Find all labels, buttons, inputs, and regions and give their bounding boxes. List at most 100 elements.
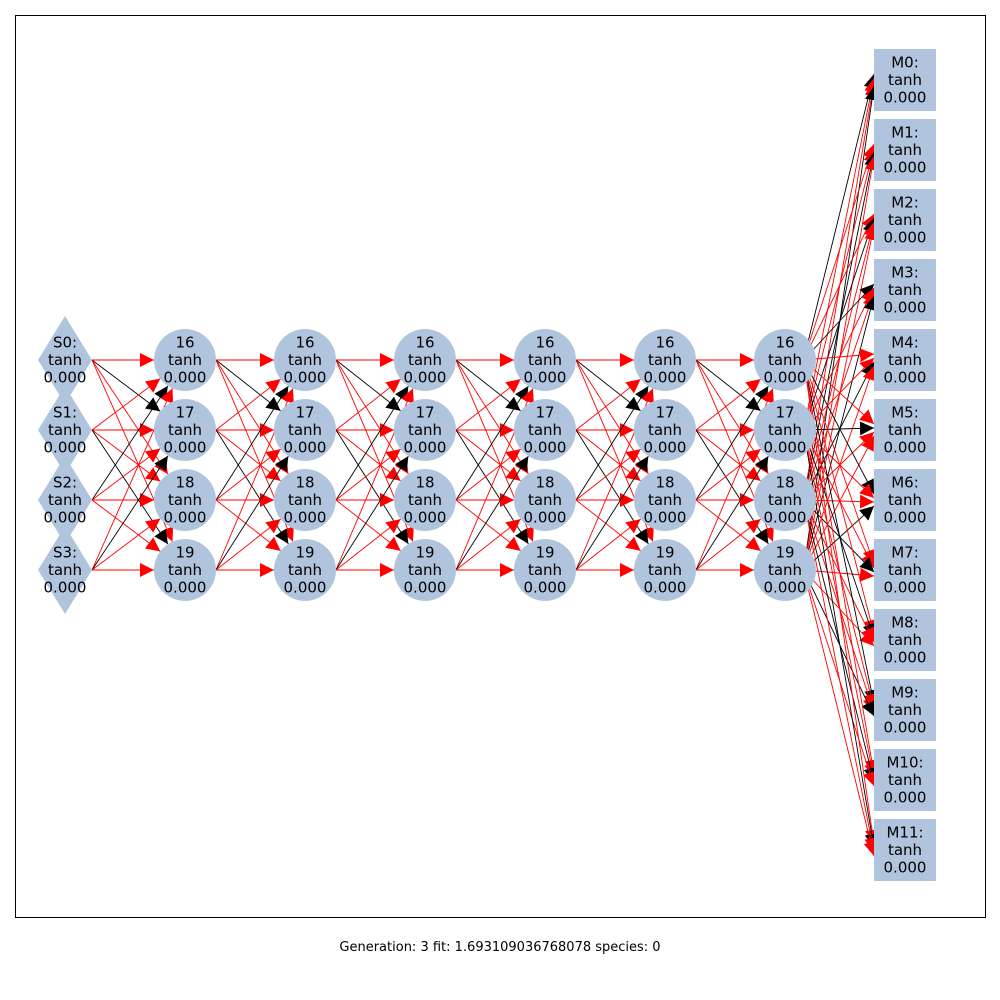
edge-l1-2-1 [215,448,281,501]
hidden-node [634,329,696,391]
edge-out-3-m2 [803,225,879,571]
hidden-node [274,399,336,461]
edge-l1-2-3 [215,499,281,552]
edge-l3-3-2 [455,518,521,571]
motor-label: M1: tanh 0.000 [884,124,927,177]
edge-l0-1-3 [91,429,169,545]
edge-l2-1-0 [335,378,401,431]
nodes: S0: tanh 0.000 S1: tanh 0.000 S2: tanh 0.000 S3: t… [38,49,936,881]
edge-l0-0-2 [91,359,169,475]
edge-l3-0-1 [455,359,521,412]
edge-out-2-m1 [803,151,879,501]
edge-l1-1-2 [215,429,281,482]
edge-out-0-m1 [803,143,877,361]
hidden-node-label: 18 tanh 0.000 [764,474,807,527]
hidden-node-label: 18 tanh 0.000 [164,474,207,527]
edge-l2-1-2 [335,429,401,482]
edge-l2-3-2 [335,518,401,571]
edge-l3-1-2 [455,429,521,482]
edge-l1-2-0 [215,385,289,501]
hidden-node-label: 19 tanh 0.000 [524,544,567,597]
edge-out-0-m9 [803,359,879,705]
hidden-node [514,539,576,601]
hidden-node [514,329,576,391]
motor-node [874,819,936,881]
hidden-node [154,329,216,391]
hidden-node-label: 16 tanh 0.000 [644,334,687,387]
motor-label: M3: tanh 0.000 [884,264,927,317]
edge-out-0-m0 [803,73,878,361]
motor-label: M2: tanh 0.000 [884,194,927,247]
hidden-node-label: 16 tanh 0.000 [764,334,807,387]
motor-node [874,49,936,111]
motor-node [874,539,936,601]
motor-label: M0: tanh 0.000 [884,54,927,107]
edge-l0-2-1 [91,448,161,501]
plot-frame [15,15,986,918]
motor-node [874,679,936,741]
edge-out-1-m7 [803,429,875,569]
hidden-node-label: 18 tanh 0.000 [524,474,567,527]
sensor-label: S2: tanh 0.000 [44,474,87,527]
hidden-node [154,539,216,601]
hidden-node-label: 18 tanh 0.000 [284,474,327,527]
edge-out-3-m8 [803,569,875,647]
motor-label: M7: tanh 0.000 [884,544,927,597]
edge-l5-2-0 [695,385,769,501]
edge-out-0-m2 [803,213,875,361]
hidden-node-label: 17 tanh 0.000 [524,404,567,457]
edge-l3-2-0 [455,385,529,501]
motor-label: M6: tanh 0.000 [884,474,927,527]
edge-out-3-m9 [803,569,875,717]
edge-l2-2-0 [335,385,409,501]
hidden-node-label: 18 tanh 0.000 [404,474,447,527]
motor-node [874,119,936,181]
connections [91,73,879,857]
motor-node [874,259,936,321]
motor-label: M4: tanh 0.000 [884,334,927,387]
edge-l1-3-2 [215,518,281,571]
edge-l2-0-1 [335,359,401,412]
edge-l2-2-1 [335,448,401,501]
hidden-node [754,539,816,601]
edge-l5-2-1 [695,448,761,501]
hidden-node [274,539,336,601]
hidden-node [394,469,456,531]
hidden-node-label: 17 tanh 0.000 [644,404,687,457]
edge-out-0-m7 [803,359,877,565]
sensor-label: S3: tanh 0.000 [44,544,87,597]
hidden-node-label: 18 tanh 0.000 [644,474,687,527]
edge-l4-1-2 [575,429,641,482]
edge-l0-2-3 [91,499,161,552]
hidden-node-label: 16 tanh 0.000 [284,334,327,387]
edge-l1-1-0 [215,378,281,431]
edge-l2-2-3 [335,499,401,552]
edge-l1-0-1 [215,359,281,412]
hidden-node-label: 19 tanh 0.000 [764,544,807,597]
hidden-node [394,539,456,601]
edge-l4-3-1 [575,455,649,571]
hidden-node [394,329,456,391]
edge-out-0-m8 [803,359,878,635]
edge-l5-1-2 [695,429,761,482]
hidden-node [634,469,696,531]
hidden-node-label: 19 tanh 0.000 [404,544,447,597]
hidden-node [754,329,816,391]
edge-l1-3-1 [215,455,289,571]
sensor-node [38,526,92,614]
edge-l4-2-1 [575,448,641,501]
motor-node [874,399,936,461]
edge-l0-2-0 [91,385,169,501]
edge-l3-1-0 [455,378,521,431]
edge-l5-2-3 [695,499,761,552]
edge-out-3-m11 [803,569,878,857]
edge-l0-1-0 [91,378,161,431]
hidden-node [394,399,456,461]
edge-out-2-m7 [803,499,875,573]
edge-l5-0-1 [695,359,761,412]
edge-l5-1-0 [695,378,761,431]
hidden-node [634,539,696,601]
motor-node [874,329,936,391]
hidden-node-label: 17 tanh 0.000 [404,404,447,457]
